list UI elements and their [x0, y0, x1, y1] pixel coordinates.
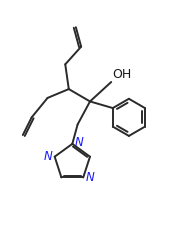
Text: N: N: [75, 137, 83, 150]
Text: N: N: [44, 150, 52, 163]
Text: N: N: [86, 171, 94, 184]
Text: OH: OH: [113, 68, 132, 81]
